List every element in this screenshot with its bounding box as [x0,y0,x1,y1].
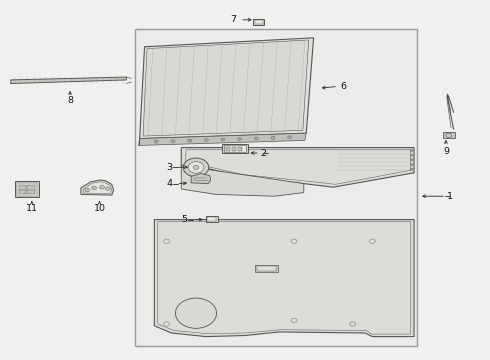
Text: 4: 4 [166,179,172,188]
Bar [232,147,236,151]
Text: 6: 6 [340,82,346,91]
Bar [17,183,37,196]
Bar [226,147,230,151]
Bar [206,216,218,222]
Circle shape [85,188,90,192]
Polygon shape [181,166,304,196]
Circle shape [410,149,413,152]
Circle shape [188,139,192,142]
Text: 1: 1 [447,192,453,201]
Text: 11: 11 [26,204,38,213]
Bar [15,181,39,197]
Polygon shape [11,77,126,84]
Bar [255,265,278,272]
Circle shape [193,165,199,170]
Text: 9: 9 [443,147,449,156]
Polygon shape [181,148,414,187]
Bar [224,145,246,152]
Circle shape [238,138,242,140]
Bar [238,147,242,151]
Bar [27,185,35,194]
Circle shape [410,154,413,156]
Circle shape [288,136,292,139]
Polygon shape [143,40,309,136]
Text: 2: 2 [261,149,267,158]
Bar [19,185,26,194]
Circle shape [410,159,413,161]
Circle shape [105,187,110,190]
Circle shape [175,298,217,328]
Bar [207,217,216,221]
Circle shape [204,139,208,141]
Polygon shape [140,38,314,139]
Circle shape [221,138,225,141]
Circle shape [188,162,204,173]
Circle shape [410,168,413,170]
Bar [257,266,276,271]
Circle shape [271,136,275,139]
Circle shape [154,140,158,143]
Polygon shape [81,180,114,195]
Circle shape [254,137,258,140]
Circle shape [92,186,97,190]
Bar [135,29,416,346]
Text: 5: 5 [181,215,187,224]
Text: 10: 10 [94,204,105,213]
Text: 8: 8 [67,96,73,105]
Bar [443,132,455,138]
Text: 3: 3 [166,163,172,172]
Circle shape [410,163,413,166]
Polygon shape [154,220,414,337]
Circle shape [171,140,175,143]
Circle shape [183,158,209,177]
Polygon shape [191,174,211,184]
Text: 7: 7 [230,15,236,24]
Bar [222,144,248,153]
Bar [253,19,264,25]
Polygon shape [83,182,112,194]
Bar [255,20,263,24]
Circle shape [99,185,104,189]
Polygon shape [139,133,306,145]
